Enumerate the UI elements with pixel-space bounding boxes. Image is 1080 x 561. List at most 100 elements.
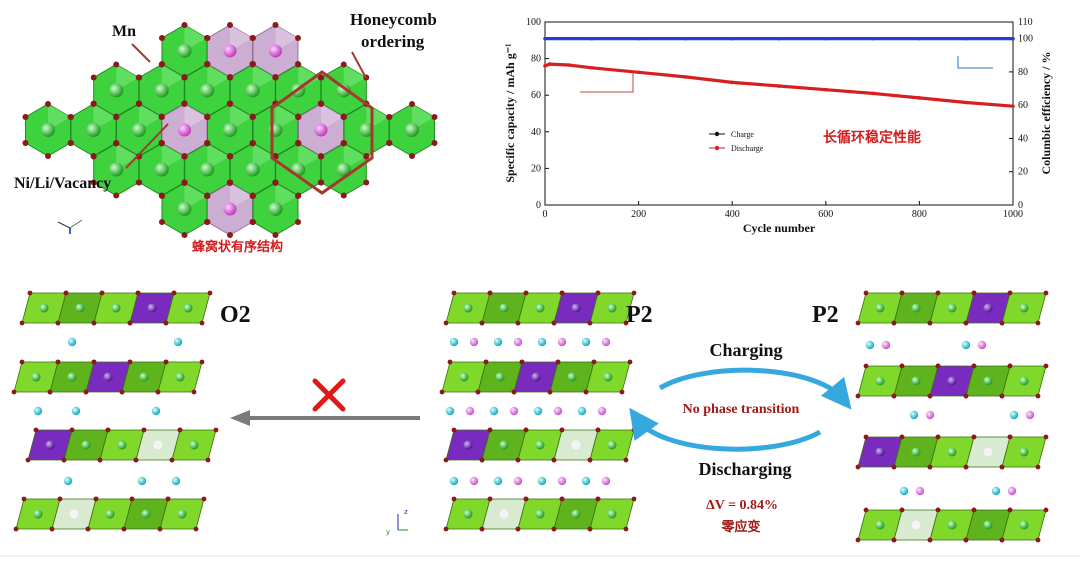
mn-atom xyxy=(109,162,124,177)
oxygen-atom xyxy=(155,389,161,395)
na-ion xyxy=(915,486,925,496)
octahedron-facet xyxy=(275,104,299,130)
data-point-charge xyxy=(543,36,547,41)
oxygen-atom xyxy=(551,457,557,463)
honeycomb-label-line1: Honeycomb xyxy=(350,10,437,29)
na-ion xyxy=(991,486,1001,496)
oxygen-atom xyxy=(90,179,97,186)
oxygen-atom xyxy=(204,140,211,147)
oxygen-atom xyxy=(55,320,61,326)
oxygen-atom xyxy=(205,457,211,463)
oxygen-atom xyxy=(295,219,302,226)
oxygen-atom xyxy=(935,434,941,440)
tm-atom xyxy=(141,509,151,519)
y-tick-label: 100 xyxy=(526,17,541,28)
oxygen-atom xyxy=(318,153,325,160)
honeycomb-caption: 蜂窝状有序结构 xyxy=(192,239,283,255)
tm-atom xyxy=(983,376,993,386)
mn-atom xyxy=(200,83,215,98)
octahedron-facet xyxy=(230,104,253,130)
oxygen-atom xyxy=(855,537,861,543)
na-ion xyxy=(961,340,971,350)
na-ion xyxy=(469,476,479,486)
tm-atom xyxy=(153,440,163,450)
oxygen-atom xyxy=(386,114,393,120)
oxygen-atom xyxy=(213,427,219,433)
oxygen-atom xyxy=(165,496,171,502)
oxygen-atom xyxy=(22,140,29,146)
na-ion xyxy=(533,406,543,416)
oxygen-atom xyxy=(619,389,625,395)
oxygen-atom xyxy=(13,526,19,532)
na-ion xyxy=(1007,486,1017,496)
tm-atom xyxy=(33,509,43,519)
tm-atom xyxy=(983,303,993,313)
na-ion xyxy=(577,406,587,416)
tm-atom xyxy=(31,372,41,382)
oxygen-atom xyxy=(475,389,481,395)
octahedron-facet xyxy=(207,143,230,170)
data-point-discharge xyxy=(543,64,547,68)
p2-left-label: P2 xyxy=(626,302,653,328)
oxygen-atom xyxy=(133,457,139,463)
oxygen-atom xyxy=(83,389,89,395)
chart-legend: Charge Discharge xyxy=(709,130,764,153)
oxygen-atom xyxy=(891,464,897,470)
na-ion xyxy=(445,406,455,416)
oxygen-atom xyxy=(272,21,279,28)
oxygen-atom xyxy=(121,526,127,532)
oxygen-atom xyxy=(181,21,188,28)
honeycomb-pointer-line xyxy=(351,51,367,79)
oxygen-atom xyxy=(1043,507,1049,513)
chart-series xyxy=(543,36,1015,108)
oxygen-atom xyxy=(439,389,445,395)
oxygen-atom xyxy=(1035,537,1041,543)
oxygen-atom xyxy=(91,320,97,326)
x-tick-label: 400 xyxy=(725,209,740,220)
tm-atom xyxy=(947,520,957,530)
oxygen-atom xyxy=(547,389,553,395)
mn-atom xyxy=(132,123,146,137)
tm-atom xyxy=(189,440,199,450)
ni-atom xyxy=(314,123,328,137)
oxygen-atom xyxy=(483,359,489,365)
oxygen-atom xyxy=(587,526,593,532)
oxygen-atom xyxy=(431,140,438,146)
oxygen-atom xyxy=(199,359,205,365)
mn-atom xyxy=(245,162,260,177)
na-ion xyxy=(513,337,523,347)
oxygen-atom xyxy=(927,537,933,543)
octahedron-facet xyxy=(275,24,299,51)
tm-layer xyxy=(25,427,219,463)
oxygen-atom xyxy=(127,320,133,326)
oxygen-atom xyxy=(587,457,593,463)
oxygen-atom xyxy=(363,179,370,186)
oxygen-atom xyxy=(1007,290,1013,296)
oxygen-atom xyxy=(158,140,165,147)
data-point-charge xyxy=(824,36,828,41)
oxygen-atom xyxy=(27,290,33,296)
tm-layer xyxy=(19,290,213,326)
data-point-charge xyxy=(777,36,781,41)
axis-triad-icon xyxy=(57,219,83,234)
x-tick-label: 1000 xyxy=(1003,209,1023,220)
oxygen-atom xyxy=(443,526,449,532)
na-ion xyxy=(493,337,503,347)
data-point-discharge xyxy=(964,100,968,105)
oxygen-atom xyxy=(295,140,302,147)
na-ion xyxy=(171,476,181,486)
oxygen-atom xyxy=(631,427,637,433)
oxygen-atom xyxy=(1043,434,1049,440)
oxygen-atom xyxy=(963,393,969,399)
oxygen-atom xyxy=(595,496,601,502)
data-point-charge xyxy=(636,36,641,41)
oxygen-atom xyxy=(22,114,29,120)
mn-pointer-line xyxy=(131,43,151,63)
oxygen-atom xyxy=(113,140,120,147)
tm-layer xyxy=(443,496,637,532)
tm-atom xyxy=(1019,303,1029,313)
oxygen-atom xyxy=(1035,320,1041,326)
y-right-tick-label: 100 xyxy=(1018,34,1033,45)
tm-atom xyxy=(1019,520,1029,530)
oxygen-atom xyxy=(181,74,188,81)
